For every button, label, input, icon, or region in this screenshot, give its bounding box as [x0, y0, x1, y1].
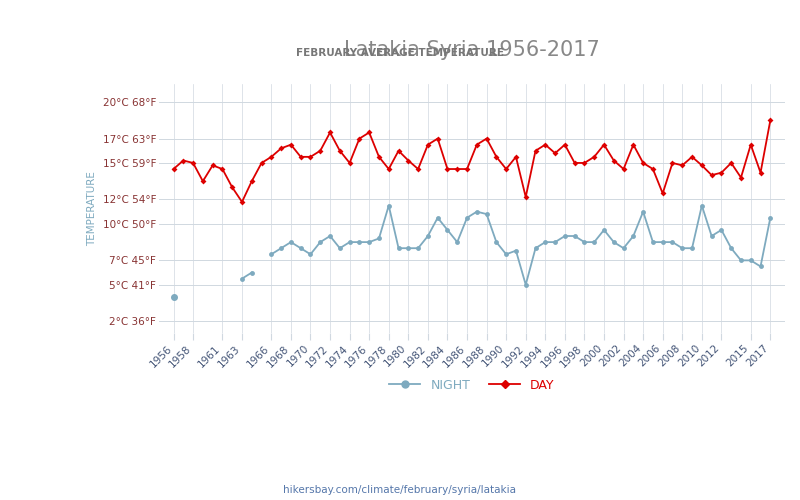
Title: Latakia Syria 1956-2017: Latakia Syria 1956-2017	[344, 40, 600, 60]
Text: FEBRUARY AVERAGE TEMPERATURE: FEBRUARY AVERAGE TEMPERATURE	[296, 48, 504, 58]
Y-axis label: TEMPERATURE: TEMPERATURE	[87, 171, 97, 246]
Legend: NIGHT, DAY: NIGHT, DAY	[384, 374, 560, 397]
Text: hikersbay.com/climate/february/syria/latakia: hikersbay.com/climate/february/syria/lat…	[283, 485, 517, 495]
